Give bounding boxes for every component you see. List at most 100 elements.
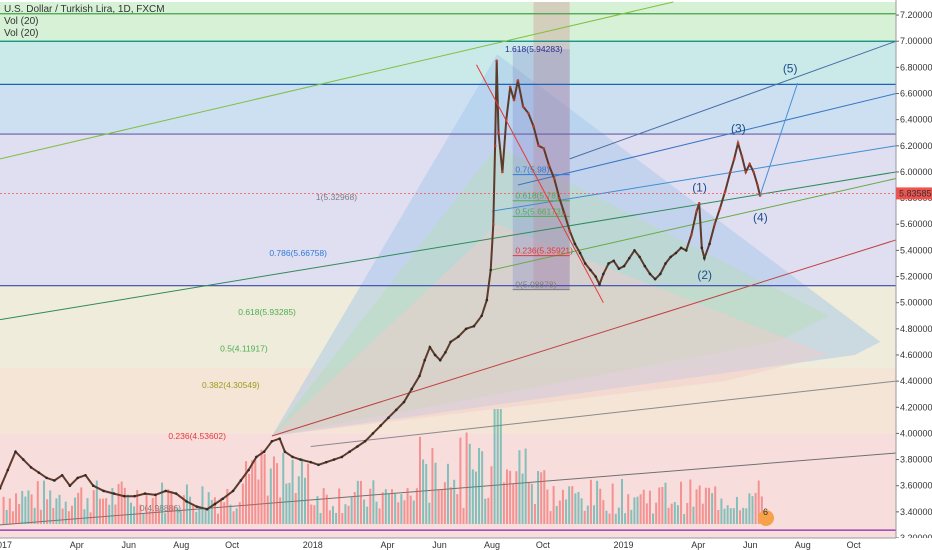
volume-bar xyxy=(120,481,123,524)
volume-bar xyxy=(226,488,229,524)
volume-bar xyxy=(487,497,490,524)
price-point xyxy=(231,489,235,493)
price-point xyxy=(164,489,168,493)
band-3 xyxy=(0,134,896,286)
price-tag: 5.83585 xyxy=(896,187,932,200)
volume-bar xyxy=(403,500,406,524)
price-point xyxy=(622,264,626,268)
volume-bar xyxy=(27,490,30,524)
volume-bar xyxy=(77,492,80,524)
volume-bar xyxy=(70,505,73,524)
volume-bar xyxy=(5,509,8,524)
price-point xyxy=(340,455,344,459)
volume-bar xyxy=(624,513,627,524)
volume-bar xyxy=(282,452,285,524)
band-4 xyxy=(0,285,896,369)
price-point xyxy=(438,358,442,362)
volume-bar xyxy=(683,513,686,524)
volume-bar xyxy=(316,496,319,524)
price-point xyxy=(703,256,706,260)
notification-badge: 6 xyxy=(758,507,774,526)
volume-bar xyxy=(319,513,322,524)
fib-label-7: 0(4.98886) xyxy=(140,503,181,513)
volume-indicator-1[interactable]: Vol (20) xyxy=(4,16,39,27)
volume-bar xyxy=(366,506,369,524)
volume-bar xyxy=(754,492,757,524)
price-point xyxy=(573,242,577,246)
price-point xyxy=(497,131,500,135)
volume-bar xyxy=(154,493,157,524)
volume-bar xyxy=(129,502,132,524)
volume-bar xyxy=(676,505,679,524)
volume-bar xyxy=(589,479,592,524)
volume-bar xyxy=(406,487,409,524)
volume-bar xyxy=(232,511,235,524)
volume-bar xyxy=(182,495,185,524)
volume-bar xyxy=(151,498,154,524)
price-point xyxy=(123,494,126,498)
volume-bar xyxy=(251,460,254,524)
x-tick-label: 2018 xyxy=(303,540,323,550)
volume-bar xyxy=(313,505,316,524)
x-axis: 2017 Apr Jun Aug Oct 2018 Apr Jun Aug Oct 2019 Apr J… xyxy=(0,537,932,550)
volume-bar xyxy=(720,498,723,524)
volume-bar xyxy=(2,496,5,524)
volume-bar xyxy=(74,497,77,524)
volume-bar xyxy=(658,487,661,524)
price-point xyxy=(423,358,426,362)
volume-bar xyxy=(412,500,415,524)
y-tick-label: 4.40000 xyxy=(900,376,932,386)
price-point xyxy=(653,277,657,281)
volume-bar xyxy=(145,493,148,524)
volume-bar xyxy=(686,502,689,524)
volume-bar xyxy=(350,496,353,524)
channel-3 xyxy=(517,93,897,186)
volume-bar xyxy=(630,509,633,524)
volume-bar xyxy=(192,504,195,524)
volume-bar xyxy=(105,498,108,524)
volume-bar xyxy=(664,482,667,524)
volume-bar xyxy=(617,507,620,524)
volume-bar xyxy=(415,488,418,524)
price-point xyxy=(433,353,437,357)
volume-bar xyxy=(83,509,86,524)
price-point xyxy=(68,484,72,488)
price-point xyxy=(558,196,561,200)
volume-bar xyxy=(300,458,303,524)
price-point xyxy=(410,387,414,391)
price-point xyxy=(371,432,375,435)
symbol-title[interactable]: U.S. Dollar / Turkish Lira, 1D, FXCM xyxy=(4,4,165,15)
volume-bar xyxy=(55,498,58,524)
price-point xyxy=(627,256,631,260)
price-point xyxy=(317,463,320,467)
price-point xyxy=(583,262,587,265)
volume-bar xyxy=(33,507,36,524)
price-point xyxy=(532,124,535,128)
price-point xyxy=(713,222,717,226)
volume-bar xyxy=(599,488,602,524)
price-point xyxy=(568,229,572,233)
volume-indicator-2[interactable]: Vol (20) xyxy=(4,28,39,39)
price-point xyxy=(752,170,755,174)
volume-bar xyxy=(381,492,384,524)
volume-bar xyxy=(537,471,540,524)
volume-bar xyxy=(434,462,437,524)
volume-bar xyxy=(21,490,24,524)
volume-bar xyxy=(443,482,446,524)
volume-bar xyxy=(568,486,571,524)
price-point xyxy=(255,455,258,459)
volume-bar xyxy=(375,501,378,524)
price-point xyxy=(154,493,157,497)
volume-bar xyxy=(11,511,14,524)
price-point xyxy=(262,450,266,454)
volume-bar xyxy=(509,470,512,524)
volume-bar xyxy=(220,498,223,524)
volume-bar xyxy=(98,498,101,524)
volume-bar xyxy=(8,498,11,524)
volume-bar xyxy=(627,494,630,524)
volume-bar xyxy=(294,493,297,524)
volume-bar xyxy=(499,409,502,524)
volume-bar xyxy=(739,510,742,524)
fan-poly-1 xyxy=(271,145,829,437)
